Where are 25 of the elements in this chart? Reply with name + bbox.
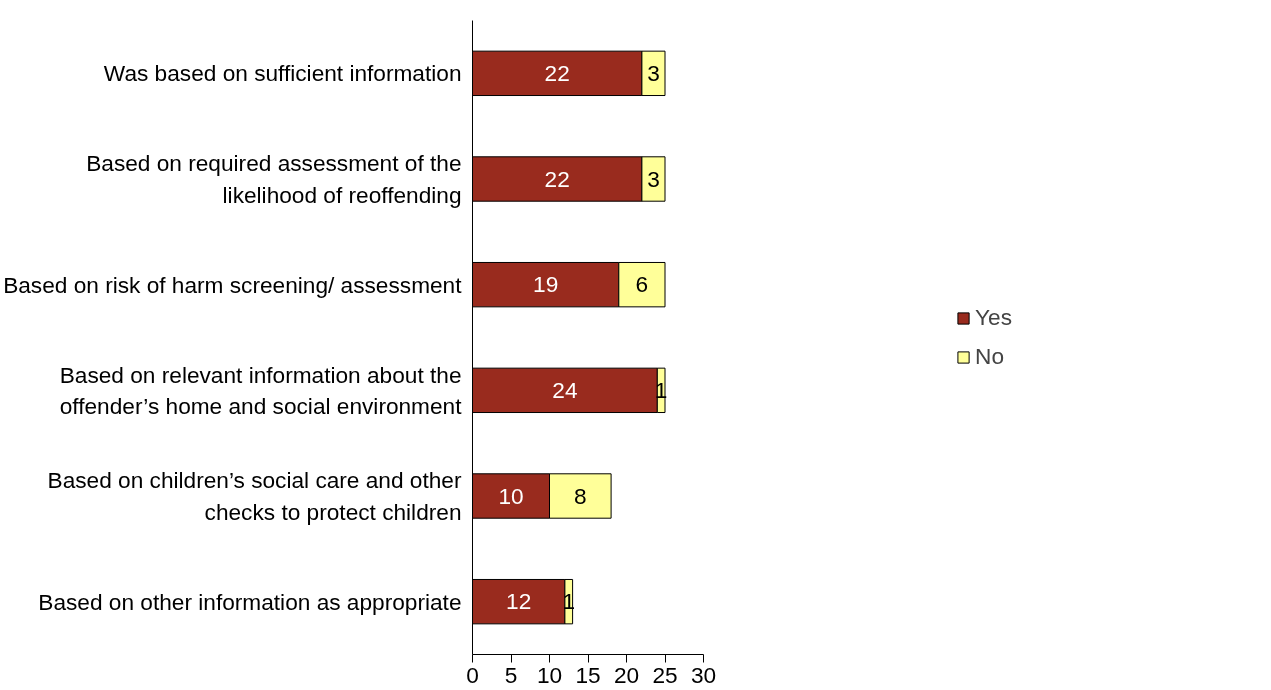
data-label: 22	[544, 59, 570, 86]
x-tick-label: 5	[504, 661, 518, 688]
data-label: 19	[533, 271, 559, 298]
y-tick-label: Based on relevant information about the offender’s home and social environment	[59, 361, 463, 419]
y-tick-label: Based on risk of harm screening/ assessment	[3, 271, 463, 298]
data-label: 22	[544, 165, 570, 192]
x-tick-label: 15	[575, 661, 601, 688]
data-label: 3	[647, 59, 660, 86]
y-tick-label: Based on children’s social care and other checks to protect children	[47, 467, 462, 525]
data-label: 12	[506, 588, 532, 615]
x-tick-label: 0	[466, 661, 479, 688]
data-label: 10	[498, 482, 524, 509]
data-label: 3	[647, 165, 660, 192]
x-tick-label: 10	[536, 661, 563, 688]
x-tick-label: 20	[613, 661, 640, 688]
x-tick-label: 25	[652, 661, 678, 688]
legend-label: Yes	[975, 304, 1012, 331]
data-label: 24	[552, 376, 578, 403]
y-tick-label: Was based on sufficient information	[103, 60, 462, 87]
legend-label: No	[975, 343, 1004, 370]
data-label: 6	[635, 271, 649, 298]
x-tick-label: 30	[690, 661, 717, 688]
y-tick-label: Based on required assessment of the likelihood of reoffending	[86, 150, 462, 208]
data-label: 8	[574, 482, 587, 509]
y-tick-label: Based on other information as appropriate	[38, 588, 462, 615]
